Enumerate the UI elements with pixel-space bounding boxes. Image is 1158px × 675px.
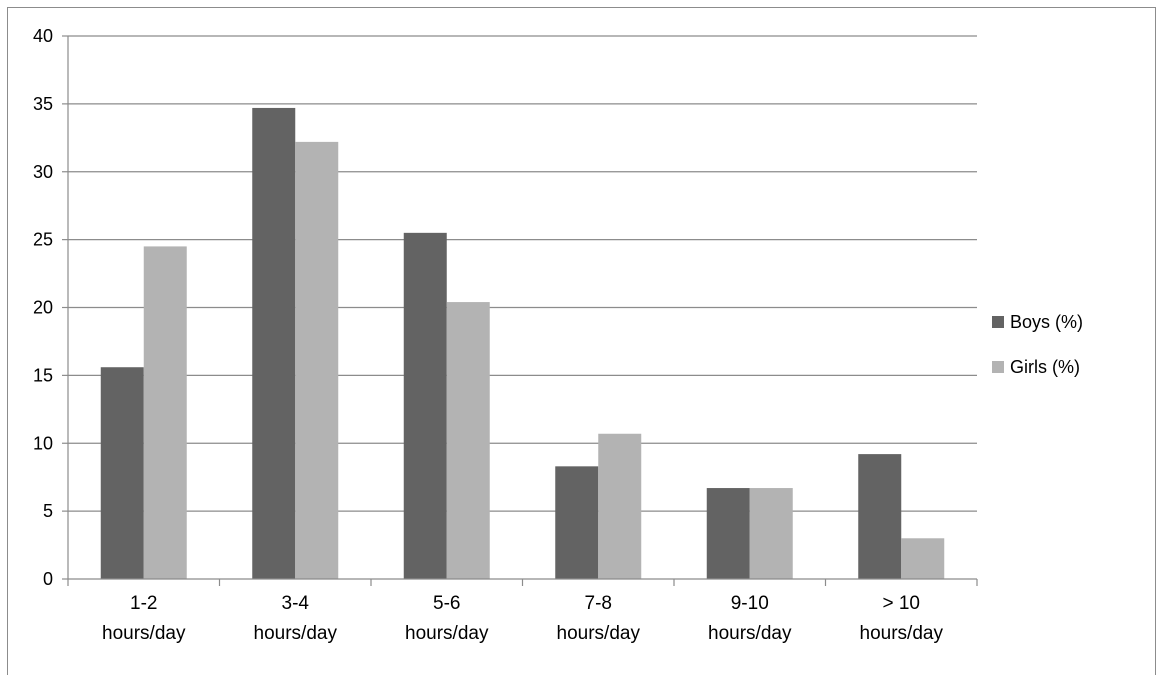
legend: Boys (%) Girls (%) xyxy=(992,312,1083,377)
bar-girls xyxy=(295,141,339,579)
x-tick-label: > 10 xyxy=(882,593,920,614)
bars xyxy=(100,107,945,579)
legend-label: Boys (%) xyxy=(1010,312,1083,332)
bar-boys xyxy=(403,232,447,579)
y-tick-label: 5 xyxy=(43,501,53,521)
gridlines xyxy=(68,35,977,512)
y-tick-label: 0 xyxy=(43,569,53,589)
y-tick-label: 10 xyxy=(33,433,53,453)
bar-boys xyxy=(555,466,599,579)
legend-swatch xyxy=(992,361,1004,373)
bar-girls xyxy=(143,246,187,579)
y-axis-ticks: 0 5 10 15 20 25 30 35 40 xyxy=(33,26,53,589)
chart-frame xyxy=(7,7,1156,675)
axes xyxy=(62,35,978,586)
y-tick-label: 20 xyxy=(33,298,53,318)
x-axis-labels: 1-2 hours/day 3-4 hours/day 5-6 hours/day 7-8 h… xyxy=(102,593,943,644)
x-tick-label: hours/day xyxy=(860,623,944,644)
y-tick-label: 35 xyxy=(33,94,53,114)
x-tick-label: hours/day xyxy=(405,623,489,644)
bar-girls xyxy=(598,433,642,579)
bar-boys xyxy=(100,367,144,579)
x-tick-label: 5-6 xyxy=(433,593,460,614)
x-tick-label: 9-10 xyxy=(731,593,769,614)
bar-boys xyxy=(858,454,902,579)
y-tick-label: 30 xyxy=(33,162,53,182)
bar-boys xyxy=(706,488,750,579)
bar-girls xyxy=(446,302,490,579)
x-tick-label: hours/day xyxy=(102,623,186,644)
y-tick-label: 15 xyxy=(33,365,53,385)
legend-label: Girls (%) xyxy=(1010,357,1080,377)
x-tick-label: hours/day xyxy=(708,623,792,644)
y-tick-label: 40 xyxy=(33,26,53,46)
x-tick-label: 1-2 xyxy=(130,593,157,614)
x-tick-label: hours/day xyxy=(557,623,641,644)
bar-girls xyxy=(749,488,793,579)
x-tick-label: hours/day xyxy=(254,623,338,644)
bar-boys xyxy=(252,107,296,579)
legend-swatch xyxy=(992,316,1004,328)
x-tick-label: 3-4 xyxy=(282,593,310,614)
x-tick-label: 7-8 xyxy=(585,593,612,614)
y-tick-label: 25 xyxy=(33,230,53,250)
bar-girls xyxy=(901,538,945,579)
